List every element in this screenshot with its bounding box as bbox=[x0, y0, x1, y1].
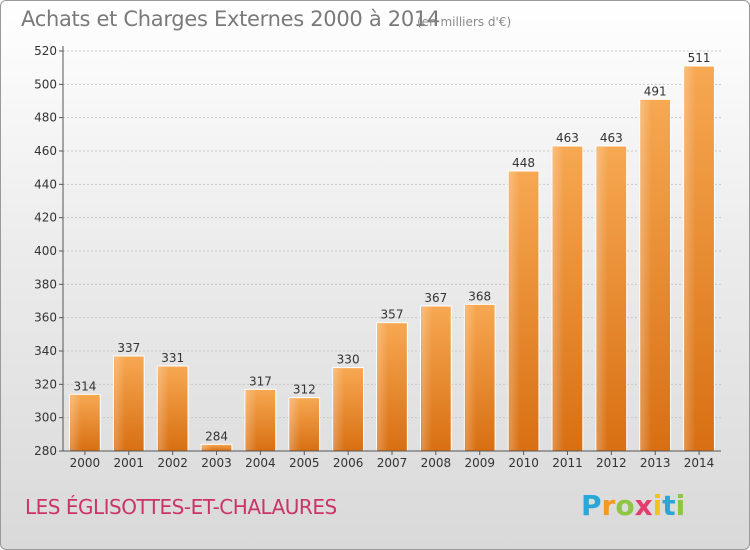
bar-highlight bbox=[289, 398, 301, 450]
y-tick-label: 440 bbox=[34, 177, 57, 191]
y-tick-label: 400 bbox=[34, 244, 57, 258]
bar-highlight bbox=[509, 172, 520, 450]
bar-value-label: 330 bbox=[337, 353, 360, 367]
bar-highlight bbox=[553, 147, 564, 450]
bar-highlight bbox=[202, 445, 213, 450]
x-tick-label: 2006 bbox=[333, 456, 364, 470]
chart-subtitle: (en milliers d'€) bbox=[417, 15, 512, 29]
bar-value-label: 314 bbox=[73, 379, 96, 393]
bar-value-label: 357 bbox=[381, 308, 404, 322]
x-tick-label: 2012 bbox=[596, 456, 627, 470]
bar-value-label: 368 bbox=[468, 289, 491, 303]
bar-value-label: 331 bbox=[161, 351, 184, 365]
x-tick-label: 2004 bbox=[245, 456, 276, 470]
x-tick-label: 2009 bbox=[464, 456, 495, 470]
bar-highlight bbox=[596, 147, 608, 450]
y-tick-label: 460 bbox=[34, 144, 57, 158]
bar-highlight bbox=[333, 368, 345, 450]
bar-value-label: 491 bbox=[644, 84, 667, 98]
bar-highlight bbox=[377, 323, 389, 450]
x-tick-label: 2001 bbox=[114, 456, 145, 470]
bar-highlight bbox=[246, 390, 257, 450]
x-tick-label: 2002 bbox=[157, 456, 188, 470]
x-tick-label: 2005 bbox=[289, 456, 320, 470]
x-tick-label: 2010 bbox=[508, 456, 539, 470]
y-tick-label: 340 bbox=[34, 344, 57, 358]
chart-title: Achats et Charges Externes 2000 à 2014 bbox=[21, 7, 441, 31]
proxiti-logo: Proxiti bbox=[581, 489, 686, 522]
x-tick-label: 2000 bbox=[70, 456, 101, 470]
x-tick-label: 2003 bbox=[201, 456, 232, 470]
y-tick-label: 280 bbox=[34, 444, 57, 458]
bar-value-label: 511 bbox=[688, 51, 711, 65]
y-tick-label: 480 bbox=[34, 111, 57, 125]
bar-value-label: 317 bbox=[249, 374, 272, 388]
y-tick-label: 320 bbox=[34, 377, 57, 391]
bar-highlight bbox=[114, 357, 126, 450]
bar-value-label: 463 bbox=[556, 131, 579, 145]
bar-highlight bbox=[684, 67, 696, 450]
x-tick-label: 2013 bbox=[640, 456, 671, 470]
y-tick-label: 500 bbox=[34, 77, 57, 91]
x-tick-label: 2007 bbox=[377, 456, 408, 470]
commune-name: LES ÉGLISOTTES-ET-CHALAURES bbox=[25, 495, 337, 519]
x-tick-label: 2008 bbox=[421, 456, 452, 470]
y-tick-label: 380 bbox=[34, 277, 57, 291]
bar-highlight bbox=[421, 307, 433, 450]
x-tick-label: 2011 bbox=[552, 456, 583, 470]
y-tick-label: 520 bbox=[34, 44, 57, 58]
y-tick-label: 300 bbox=[34, 411, 57, 425]
bar-value-label: 463 bbox=[600, 131, 623, 145]
bar-value-label: 312 bbox=[293, 383, 316, 397]
bar-value-label: 284 bbox=[205, 429, 228, 443]
bar-highlight bbox=[640, 100, 652, 450]
bar-highlight bbox=[465, 305, 477, 450]
y-tick-label: 360 bbox=[34, 311, 57, 325]
bar-highlight bbox=[158, 367, 170, 450]
bar-value-label: 367 bbox=[424, 291, 447, 305]
bar-highlight bbox=[70, 395, 82, 450]
y-tick-label: 420 bbox=[34, 211, 57, 225]
bar-value-label: 448 bbox=[512, 156, 535, 170]
x-tick-label: 2014 bbox=[684, 456, 715, 470]
bar-value-label: 337 bbox=[117, 341, 140, 355]
